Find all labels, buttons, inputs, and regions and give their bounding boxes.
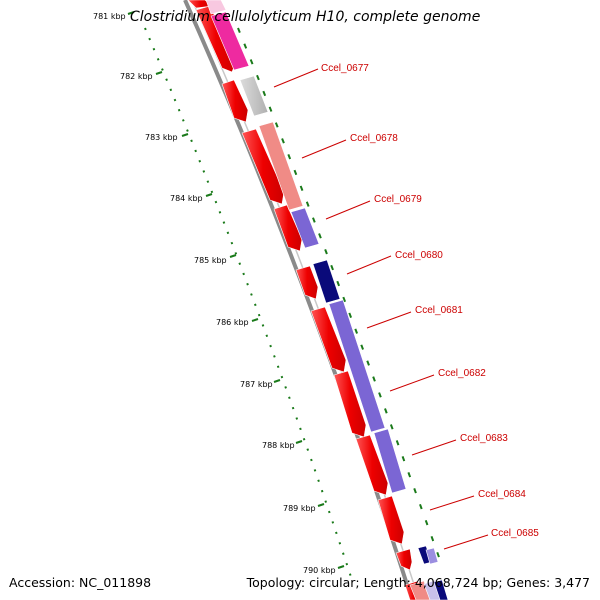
gene-arrow[interactable] (333, 370, 367, 438)
gene-label[interactable]: Ccel_0678 (350, 133, 398, 144)
gene-label[interactable]: Ccel_0682 (438, 368, 486, 379)
scale-dotted-line (144, 27, 353, 581)
scale-label: 786 kbp (216, 318, 249, 327)
gene-label[interactable]: Ccel_0679 (374, 194, 422, 205)
scale-label: 788 kbp (262, 441, 295, 450)
outer-tick-line (237, 27, 441, 561)
gene-label[interactable]: Ccel_0685 (491, 528, 539, 539)
feature-bar[interactable] (433, 579, 449, 600)
feature-bar[interactable] (312, 259, 341, 304)
feature-bar[interactable] (258, 121, 304, 211)
feature-bar[interactable] (205, 0, 227, 15)
feature-bar[interactable] (290, 207, 320, 249)
gene-label[interactable]: Ccel_0683 (460, 433, 508, 444)
leader-lines (273, 68, 489, 550)
gene-arrow[interactable] (241, 128, 285, 205)
accession-text: Accession: NC_011898 (9, 575, 152, 590)
gene-labels: Ccel_0677 Ccel_0678 Ccel_0679 Ccel_0680 … (321, 63, 539, 539)
feature-bars (205, 0, 449, 600)
genome-summary-text: Topology: circular; Length: 4,068,724 bp… (246, 575, 590, 590)
gene-label[interactable]: Ccel_0677 (321, 63, 369, 74)
map-title: Clostridium cellulolyticum H10, complete… (130, 9, 481, 25)
scale-label: 782 kbp (120, 72, 153, 81)
scale-label: 789 kbp (283, 504, 316, 513)
gene-arrow[interactable] (221, 79, 249, 123)
gene-arrow[interactable] (295, 265, 319, 300)
gene-label[interactable]: Ccel_0680 (395, 250, 443, 261)
gene-arrows (187, 0, 423, 600)
scale-label: 787 kbp (240, 380, 273, 389)
gene-arrow[interactable] (355, 434, 389, 496)
gene-arrow[interactable] (273, 204, 303, 252)
scale-label: 790 kbp (303, 566, 336, 575)
gene-label[interactable]: Ccel_0681 (415, 305, 463, 316)
scale-label: 785 kbp (194, 256, 227, 265)
scale-label: 783 kbp (145, 133, 178, 142)
feature-bar[interactable] (210, 11, 250, 71)
scale-label: 784 kbp (170, 194, 203, 203)
scale-major-ticks (127, 11, 345, 569)
gene-label[interactable]: Ccel_0684 (478, 489, 526, 500)
feature-bar[interactable] (328, 299, 386, 433)
scale-label: 781 kbp (93, 12, 126, 21)
gene-arrow[interactable] (395, 548, 413, 571)
gene-arrow[interactable] (377, 495, 405, 545)
feature-bar[interactable] (425, 547, 439, 565)
gene-arrow[interactable] (310, 306, 347, 373)
feature-bar[interactable] (239, 75, 269, 117)
scale-labels: 781 kbp 782 kbp 783 kbp 784 kbp 785 kbp … (93, 12, 336, 575)
feature-bar[interactable] (373, 428, 407, 494)
